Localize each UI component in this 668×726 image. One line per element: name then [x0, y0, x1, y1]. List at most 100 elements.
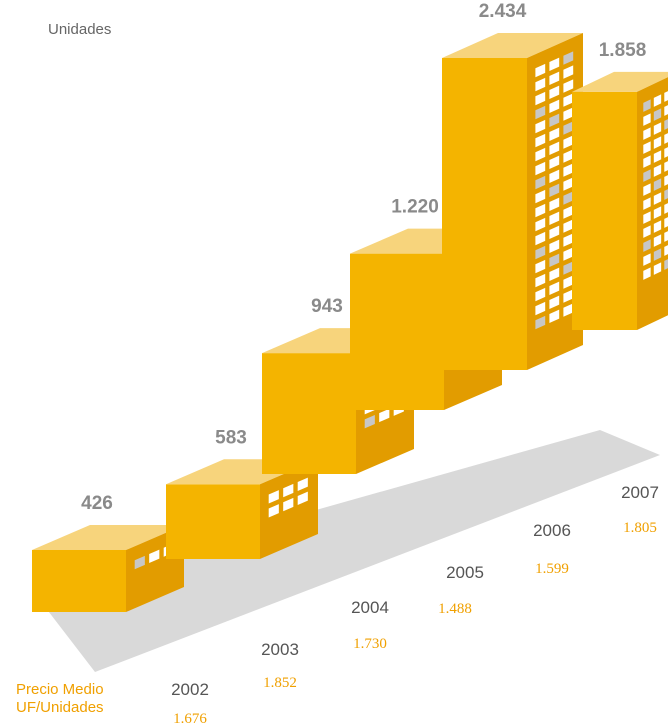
window [297, 491, 308, 506]
window [535, 273, 546, 288]
window [563, 205, 574, 219]
window [563, 289, 574, 303]
window [549, 85, 560, 99]
bar-building-2007 [572, 71, 668, 330]
window [643, 99, 651, 112]
window [535, 63, 546, 78]
value-label-2003: 583 [215, 427, 247, 448]
bar-front [442, 58, 527, 370]
bar-side [637, 77, 668, 330]
window [549, 113, 560, 127]
window [535, 189, 546, 204]
window [653, 262, 662, 275]
window [664, 161, 668, 172]
window [549, 127, 560, 141]
window [643, 155, 651, 168]
window [268, 490, 279, 504]
price-label-2003: 1.852 [263, 675, 297, 691]
window [535, 91, 546, 106]
window [664, 147, 668, 158]
window [664, 245, 668, 256]
window [535, 217, 546, 232]
window [563, 107, 574, 121]
window [643, 127, 651, 140]
window [643, 141, 651, 154]
window [535, 231, 546, 246]
window [364, 414, 375, 429]
window [549, 239, 560, 253]
window [643, 225, 651, 238]
year-label-2007: 2007 [621, 483, 659, 502]
window [563, 247, 574, 261]
window [664, 175, 668, 186]
window [563, 219, 574, 233]
secondary-legend-line2: UF/Unidades [16, 699, 104, 716]
window [653, 220, 662, 233]
window [563, 163, 574, 177]
window [268, 504, 279, 518]
bar-front [166, 484, 260, 559]
window [535, 105, 546, 120]
window [563, 93, 574, 107]
window [535, 315, 546, 330]
window [653, 150, 662, 163]
year-label-2002: 2002 [171, 680, 209, 699]
window [549, 211, 560, 225]
window [653, 108, 662, 121]
bar-front [572, 91, 637, 330]
window [653, 178, 662, 191]
window [643, 267, 651, 280]
window [563, 79, 574, 93]
window [563, 65, 574, 79]
price-label-2007: 1.805 [623, 520, 657, 536]
window [549, 267, 560, 281]
window [563, 191, 574, 205]
window [549, 281, 560, 295]
window [643, 113, 651, 126]
window [535, 161, 546, 176]
window [535, 175, 546, 190]
window [549, 57, 560, 71]
bar-building-2003 [166, 459, 318, 559]
window [563, 135, 574, 149]
year-label-2003: 2003 [261, 640, 299, 659]
price-label-2002: 1.676 [173, 711, 207, 726]
window [563, 51, 574, 65]
value-label-2002: 426 [81, 493, 113, 514]
bar-top [32, 525, 184, 550]
bar-building-2006 [442, 33, 583, 370]
bar-front [262, 353, 356, 474]
window [653, 192, 662, 205]
bar-top [572, 71, 668, 92]
bars-group [32, 33, 668, 612]
window [643, 197, 651, 210]
window [643, 239, 651, 252]
window [563, 177, 574, 191]
window [535, 133, 546, 148]
window [549, 253, 560, 267]
window [283, 483, 294, 498]
window [643, 253, 651, 266]
window [653, 122, 662, 135]
window [664, 119, 668, 130]
floor-shadow [32, 430, 660, 672]
window [549, 99, 560, 113]
window [379, 408, 390, 423]
window [664, 259, 668, 270]
year-label-2004: 2004 [351, 598, 389, 617]
window [549, 197, 560, 211]
price-label-2004: 1.730 [353, 636, 387, 652]
value-label-2006: 2.434 [479, 1, 527, 22]
window [643, 183, 651, 196]
window [664, 133, 668, 144]
y-axis-label: Unidades [48, 21, 111, 38]
window [535, 301, 546, 316]
bar-top [442, 33, 583, 58]
window [149, 549, 160, 563]
window [563, 233, 574, 247]
window [563, 275, 574, 289]
window [535, 245, 546, 260]
window [664, 217, 668, 228]
year-label-2006: 2006 [533, 521, 571, 540]
window [549, 295, 560, 309]
